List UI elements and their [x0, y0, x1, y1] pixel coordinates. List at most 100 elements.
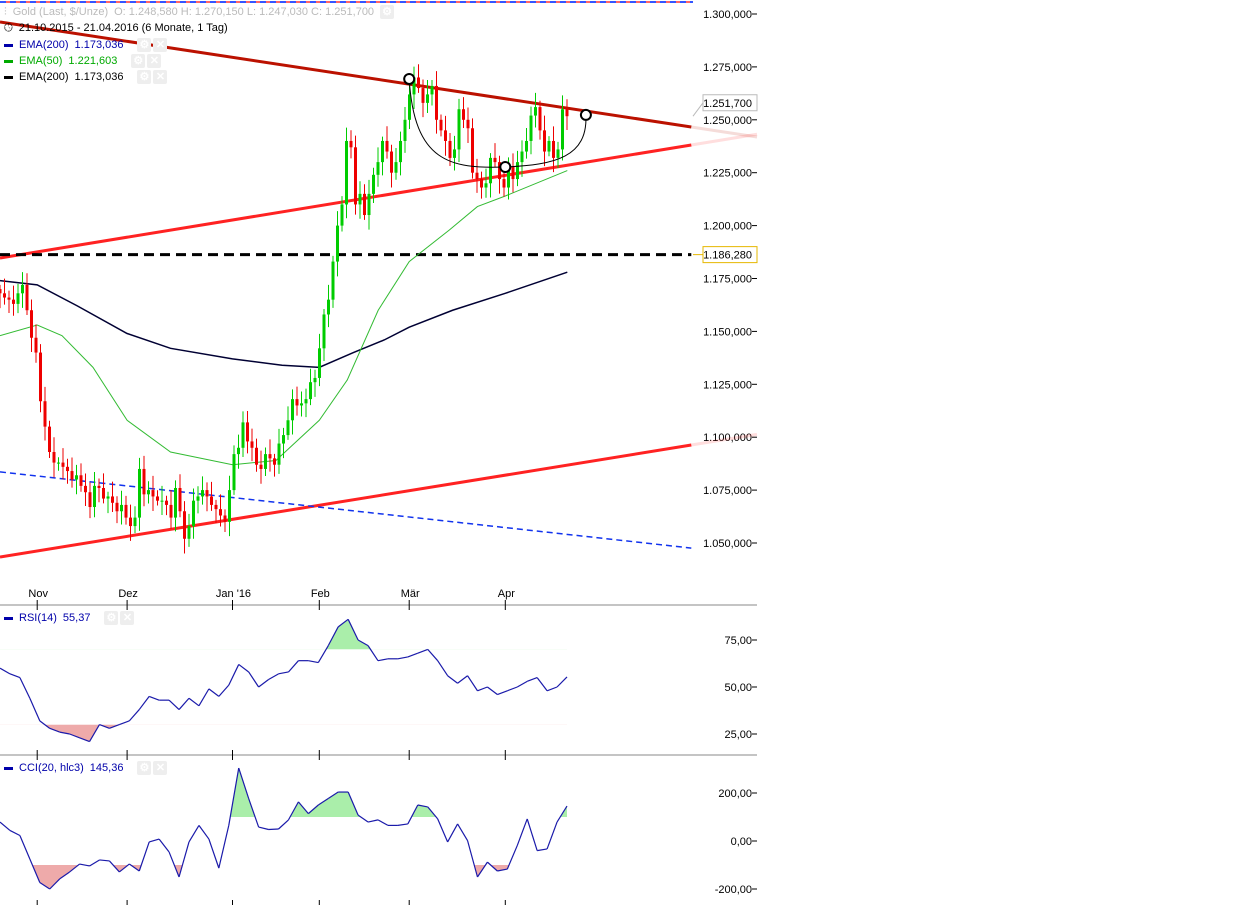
- candle: [111, 481, 114, 512]
- close-icon[interactable]: ✕: [153, 761, 168, 775]
- cci-line-segment: [248, 798, 260, 828]
- close-icon[interactable]: ✕: [120, 611, 135, 625]
- candle: [435, 71, 438, 134]
- candle-body: [25, 284, 29, 311]
- candle: [237, 434, 240, 469]
- candle-body: [336, 225, 339, 262]
- candle-body: [466, 119, 470, 129]
- candle: [565, 99, 569, 131]
- candle: [97, 478, 101, 503]
- gear-icon[interactable]: ⚙: [104, 611, 119, 625]
- close-icon[interactable]: ✕: [153, 70, 168, 84]
- candle-body: [471, 128, 474, 173]
- candle: [345, 127, 348, 219]
- rsi-line-segment: [268, 673, 279, 681]
- cci-line-segment: [89, 859, 100, 867]
- candle: [484, 168, 488, 198]
- cci-line-segment: [218, 825, 230, 869]
- period-legend[interactable]: 🕓︎ 21.10.2015 - 21.04.2016 (6 Monate, 1 …: [4, 20, 228, 36]
- cci-line-segment: [377, 819, 389, 826]
- candle-body: [480, 179, 483, 188]
- rsi-line-segment: [367, 645, 379, 662]
- candle-body: [84, 485, 87, 493]
- candle-body: [390, 151, 393, 173]
- cup-point-marker: [499, 160, 512, 173]
- candle-body: [88, 492, 92, 508]
- candle-body: [21, 284, 24, 294]
- rsi-oversold-fill: [0, 724, 567, 742]
- candle-body: [3, 293, 6, 298]
- gear-icon[interactable]: ⚙: [137, 761, 152, 775]
- rsi-line-segment: [417, 648, 428, 654]
- candle-body: [246, 422, 249, 442]
- candle-body: [372, 174, 375, 194]
- candle: [192, 488, 195, 539]
- cci-line-segment: [49, 878, 61, 890]
- close-icon[interactable]: ✕: [153, 38, 168, 52]
- cci-line-segment: [447, 823, 459, 843]
- candle: [313, 369, 317, 397]
- candle-body: [52, 452, 56, 463]
- cci-line-segment: [108, 860, 120, 873]
- cci-line-segment: [178, 841, 190, 878]
- gear-icon[interactable]: ⚙: [137, 70, 152, 84]
- indicator-legend-ema50: EMA(50) 1.221,603 ⚙ ✕: [4, 53, 162, 69]
- candle-body: [282, 435, 285, 444]
- candle: [543, 115, 546, 167]
- candle: [421, 79, 425, 118]
- rsi-line-segment: [99, 724, 110, 729]
- gear-icon[interactable]: ⚙: [380, 5, 395, 19]
- candle-body: [160, 500, 164, 502]
- candle: [3, 278, 6, 305]
- candle-body: [66, 466, 69, 472]
- indicator-value: 1.173,036: [74, 39, 124, 51]
- rsi-line-segment: [178, 697, 190, 710]
- close-icon[interactable]: ✕: [147, 54, 162, 68]
- candle-body: [565, 109, 569, 117]
- y-tick-label: 1.300,000: [703, 9, 752, 21]
- candle-body: [376, 162, 380, 175]
- candle: [520, 140, 524, 177]
- rsi-line-segment: [19, 677, 31, 699]
- rsi-line-segment: [49, 727, 60, 733]
- trendline-extension: [691, 132, 758, 147]
- price-tag: [693, 246, 758, 264]
- candle-body: [421, 88, 425, 103]
- cci-line-segment: [457, 823, 469, 841]
- candle: [394, 148, 398, 180]
- x-tick-label: Apr: [498, 588, 515, 600]
- candle: [318, 333, 321, 387]
- candle-body: [511, 166, 515, 180]
- rsi-line-segment: [59, 731, 70, 735]
- candle-body: [138, 468, 141, 518]
- candle: [538, 100, 542, 140]
- candle-body: [255, 447, 258, 465]
- candle-body: [345, 140, 348, 205]
- ohlc-values: O: 1.248,580 H: 1.270,150 L: 1.247,030 C…: [114, 6, 375, 18]
- candle-body: [525, 140, 528, 152]
- indicator-label: EMA(200): [19, 71, 69, 83]
- candle-body: [403, 119, 407, 141]
- candle: [498, 155, 501, 194]
- gear-icon[interactable]: ⚙: [131, 54, 146, 68]
- candle: [552, 126, 555, 173]
- cci-line-segment: [466, 840, 479, 878]
- cci-line-segment: [397, 823, 408, 826]
- rsi-line-segment: [308, 660, 319, 664]
- series-swatch: [4, 766, 13, 770]
- cci-line-segment: [258, 826, 269, 831]
- rsi-line-segment: [148, 695, 160, 701]
- cci-line-segment: [546, 821, 558, 850]
- candle-body: [268, 454, 272, 459]
- gear-icon[interactable]: ⚙: [137, 38, 152, 52]
- candle-body: [489, 157, 492, 184]
- cci-line-segment: [556, 805, 568, 823]
- candle: [430, 79, 434, 106]
- candle: [187, 513, 191, 547]
- candle: [57, 457, 60, 471]
- candle: [489, 153, 492, 198]
- indicator-legend-ema200-black: EMA(200) 1.173,036 ⚙ ✕: [4, 69, 168, 85]
- rsi-y-tick-label: 50,00: [724, 682, 752, 694]
- candle-body: [223, 515, 227, 522]
